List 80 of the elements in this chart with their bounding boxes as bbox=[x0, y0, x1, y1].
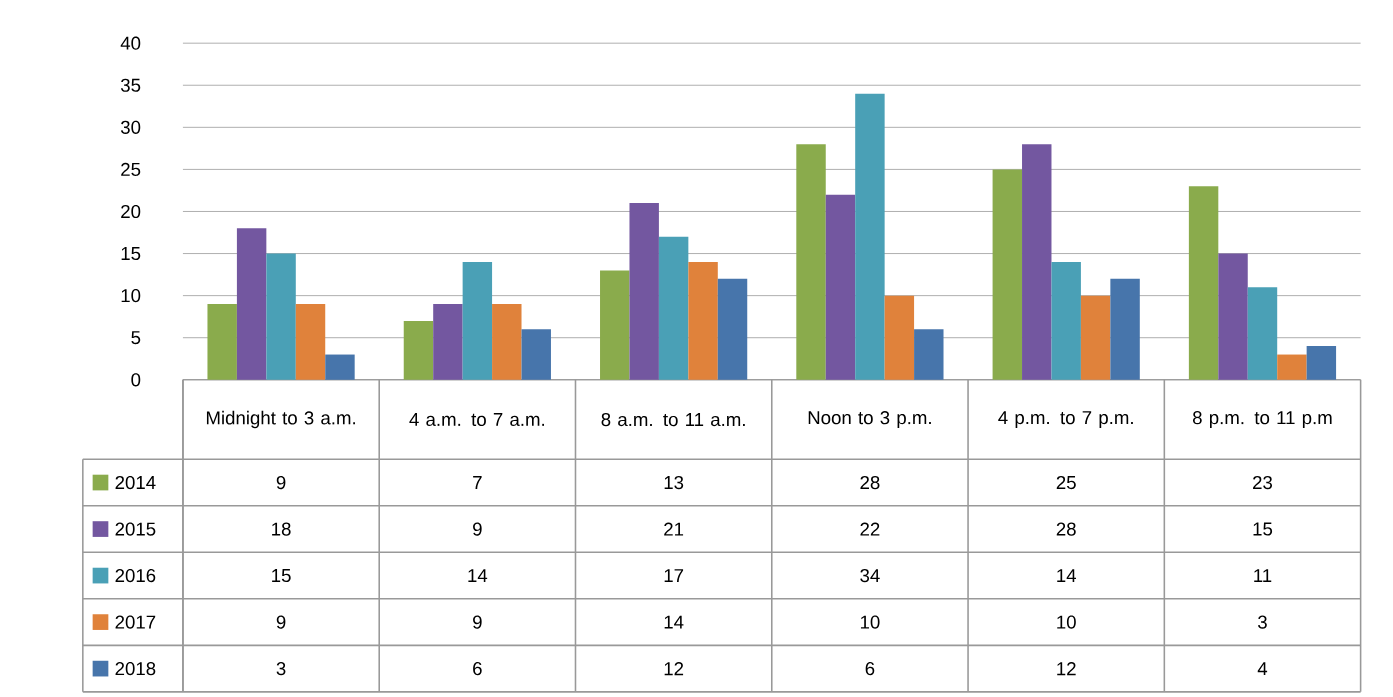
data-label: 6 bbox=[473, 662, 482, 676]
bar bbox=[825, 194, 856, 380]
bar bbox=[1247, 287, 1278, 380]
bar bbox=[688, 262, 718, 380]
data-label: 9 bbox=[473, 522, 482, 536]
bar bbox=[1110, 278, 1140, 380]
bar bbox=[1218, 253, 1248, 380]
data-label: 14 bbox=[664, 615, 684, 629]
data-label: 28 bbox=[1056, 522, 1076, 536]
y-tick-label: 0 bbox=[131, 373, 141, 387]
bar bbox=[1051, 262, 1081, 380]
y-tick-label: 25 bbox=[121, 162, 141, 177]
data-label: 15 bbox=[272, 569, 291, 583]
data-label: 14 bbox=[468, 569, 488, 583]
bar bbox=[492, 304, 522, 380]
bar bbox=[403, 320, 434, 380]
legend-label: 2017 bbox=[115, 615, 156, 629]
y-tick-label: 35 bbox=[120, 78, 141, 92]
legend-label: 2018 bbox=[115, 662, 156, 676]
bar bbox=[325, 354, 355, 380]
data-label: 7 bbox=[473, 476, 482, 490]
data-label: 23 bbox=[1253, 476, 1273, 490]
y-tick-label: 15 bbox=[121, 247, 141, 261]
bar bbox=[717, 278, 748, 380]
x-tick-label: Noon to 3 p.m. bbox=[808, 411, 931, 429]
x-tick-label: 8 a.m. to 11 a.m. bbox=[601, 413, 745, 427]
bar bbox=[207, 304, 237, 380]
bar bbox=[433, 304, 463, 380]
bar bbox=[1022, 144, 1052, 380]
data-label: 10 bbox=[860, 615, 880, 629]
data-label: 13 bbox=[664, 476, 684, 490]
data-label: 22 bbox=[860, 522, 880, 536]
bar bbox=[266, 253, 296, 380]
bar bbox=[1306, 346, 1337, 380]
bar bbox=[600, 270, 630, 380]
x-tick-label: Midnight to 3 a.m. bbox=[206, 410, 355, 429]
data-label: 12 bbox=[1057, 662, 1076, 676]
data-label: 28 bbox=[860, 476, 880, 490]
bar bbox=[295, 304, 326, 380]
data-label: 10 bbox=[1057, 615, 1076, 629]
data-label: 9 bbox=[473, 615, 482, 629]
data-label: 3 bbox=[1258, 615, 1267, 629]
data-label: 6 bbox=[865, 662, 875, 676]
data-label: 18 bbox=[272, 522, 291, 536]
legend-label: 2015 bbox=[115, 522, 156, 536]
data-label: 15 bbox=[1253, 522, 1273, 536]
data-label: 14 bbox=[1057, 569, 1077, 583]
data-label: 4 bbox=[1257, 662, 1268, 676]
x-tick-label: 8 p.m. to 11 p.m bbox=[1192, 411, 1332, 429]
bar bbox=[1277, 354, 1307, 380]
data-label: 21 bbox=[664, 522, 684, 536]
data-label: 3 bbox=[276, 662, 286, 676]
x-tick-label: 4 a.m. to 7 a.m. bbox=[409, 413, 545, 427]
legend-label: 2014 bbox=[115, 476, 156, 490]
bar bbox=[462, 262, 493, 380]
bar bbox=[992, 169, 1023, 380]
data-label: 34 bbox=[860, 569, 880, 583]
data-label: 11 bbox=[1254, 569, 1272, 583]
y-tick-label: 10 bbox=[121, 289, 141, 303]
bar bbox=[914, 329, 944, 380]
bar bbox=[629, 203, 659, 380]
y-tick-label: 5 bbox=[131, 331, 141, 345]
bar bbox=[521, 329, 551, 380]
data-label: 25 bbox=[1056, 476, 1076, 490]
data-label: 17 bbox=[664, 569, 684, 583]
y-tick-label: 40 bbox=[120, 36, 141, 50]
bar bbox=[236, 228, 267, 380]
bar bbox=[884, 295, 915, 380]
legend-label: 2016 bbox=[115, 569, 156, 583]
data-label: 9 bbox=[276, 476, 286, 490]
data-label: 9 bbox=[276, 615, 286, 629]
bar bbox=[796, 144, 826, 380]
x-tick-label: 4 p.m. to 7 p.m. bbox=[998, 411, 1133, 428]
data-label: 12 bbox=[664, 662, 684, 676]
bar bbox=[1080, 295, 1111, 380]
bar bbox=[855, 93, 885, 380]
y-tick-label: 20 bbox=[121, 204, 141, 219]
bar bbox=[658, 236, 689, 380]
y-tick-label: 30 bbox=[120, 120, 141, 135]
bar bbox=[1188, 186, 1219, 380]
